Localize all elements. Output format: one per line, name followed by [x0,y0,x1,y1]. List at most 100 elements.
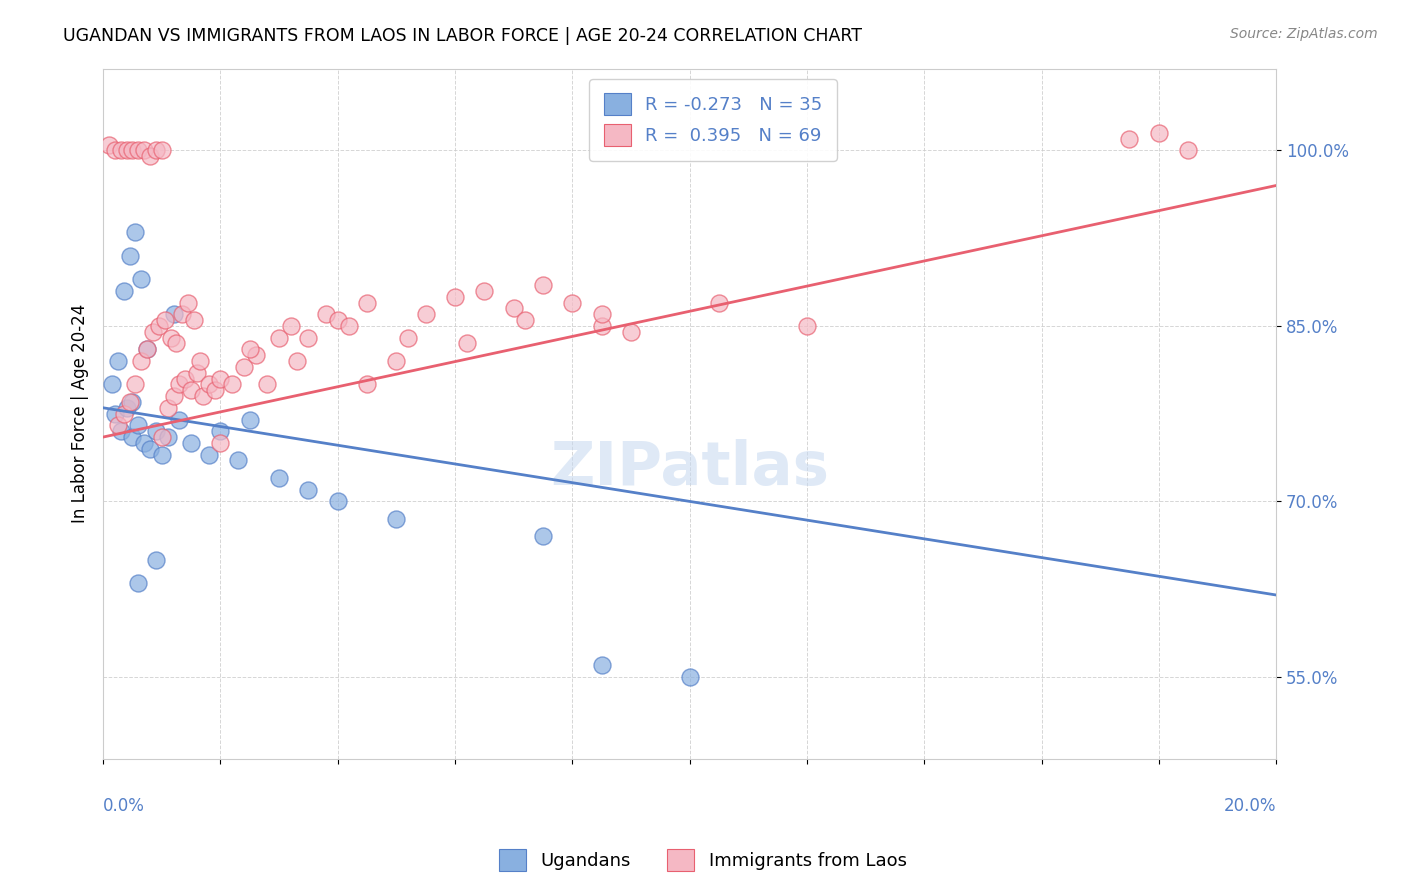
Point [297,483,319,497]
Point [456,336,478,351]
Point [209,436,232,450]
Point [112,284,135,298]
Point [136,343,159,357]
Point [101,377,124,392]
Point [385,354,408,368]
Point [226,453,249,467]
Point [180,384,202,398]
Point [707,295,730,310]
Point [204,384,226,398]
Point [127,418,149,433]
Text: 20.0%: 20.0% [1223,797,1277,814]
Point [197,448,219,462]
Text: UGANDAN VS IMMIGRANTS FROM LAOS IN LABOR FORCE | AGE 20-24 CORRELATION CHART: UGANDAN VS IMMIGRANTS FROM LAOS IN LABOR… [63,27,862,45]
Point [139,442,162,456]
Point [127,576,149,591]
Point [796,318,818,333]
Point [239,412,262,426]
Point [326,313,349,327]
Point [110,424,132,438]
Point [174,371,197,385]
Point [159,330,181,344]
Point [107,354,129,368]
Point [150,430,173,444]
Point [134,436,156,450]
Point [591,307,613,321]
Y-axis label: In Labor Force | Age 20-24: In Labor Force | Age 20-24 [72,304,89,524]
Point [415,307,437,321]
Point [142,325,165,339]
Point [942,822,965,836]
Point [180,436,202,450]
Point [1177,144,1199,158]
Point [162,307,184,321]
Point [186,366,208,380]
Legend: R = -0.273   N = 35, R =  0.395   N = 69: R = -0.273 N = 35, R = 0.395 N = 69 [589,78,837,161]
Point [221,377,243,392]
Point [239,343,262,357]
Point [339,318,361,333]
Point [107,418,129,433]
Point [172,307,194,321]
Point [620,325,643,339]
Point [356,377,378,392]
Point [124,377,146,392]
Point [139,149,162,163]
Point [112,407,135,421]
Point [280,318,302,333]
Point [245,348,267,362]
Point [1118,132,1140,146]
Point [315,307,337,321]
Point [145,424,167,438]
Point [188,354,211,368]
Point [396,330,419,344]
Point [115,401,138,415]
Point [385,512,408,526]
Point [121,144,143,158]
Point [502,301,524,316]
Text: Source: ZipAtlas.com: Source: ZipAtlas.com [1230,27,1378,41]
Point [127,144,149,158]
Point [121,395,143,409]
Point [162,389,184,403]
Point [197,377,219,392]
Point [104,407,127,421]
Point [110,144,132,158]
Point [129,272,152,286]
Point [145,553,167,567]
Point [165,336,187,351]
Point [472,284,495,298]
Point [191,389,214,403]
Point [232,359,254,374]
Point [209,424,232,438]
Point [156,430,179,444]
Point [591,318,613,333]
Point [98,137,121,152]
Point [183,313,205,327]
Point [256,377,278,392]
Text: 0.0%: 0.0% [103,797,145,814]
Point [134,144,156,158]
Point [267,330,290,344]
Point [148,318,170,333]
Point [678,670,700,684]
Point [136,343,159,357]
Point [145,144,167,158]
Point [297,330,319,344]
Point [356,295,378,310]
Point [267,471,290,485]
Point [169,412,191,426]
Point [1147,126,1170,140]
Point [209,371,232,385]
Point [115,144,138,158]
Point [150,144,173,158]
Point [153,313,176,327]
Point [531,277,554,292]
Point [326,494,349,508]
Point [121,430,143,444]
Point [531,529,554,543]
Point [591,658,613,673]
Legend: Ugandans, Immigrants from Laos: Ugandans, Immigrants from Laos [492,842,914,879]
Text: ZIPatlas: ZIPatlas [550,440,830,499]
Point [169,377,191,392]
